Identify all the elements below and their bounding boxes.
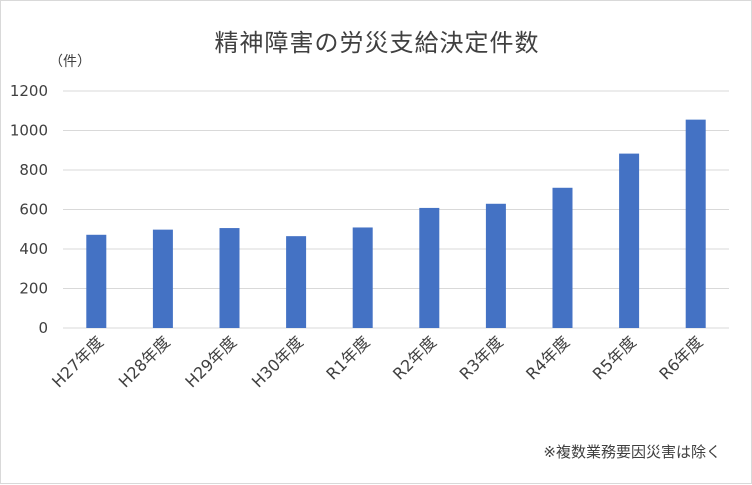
y-tick-label: 1200	[10, 82, 48, 100]
bar-H27年度	[86, 234, 107, 328]
bar-R2年度	[419, 207, 440, 328]
bar-H28年度	[152, 229, 173, 328]
footnote: ※複数業務要因災害は除く	[543, 443, 721, 461]
bar-R1年度	[352, 227, 373, 328]
bars	[86, 119, 706, 328]
bar-R5年度	[619, 153, 640, 328]
x-tick-label: R6年度	[655, 332, 706, 383]
chart-title: 精神障害の労災支給決定件数	[214, 29, 540, 57]
y-axis-unit-label: （件）	[49, 54, 91, 70]
bar-H30年度	[286, 236, 307, 328]
x-tick-label: R1年度	[322, 332, 373, 383]
y-tick-label: 200	[19, 280, 48, 298]
bar-R3年度	[485, 203, 506, 328]
x-tick-label: R3年度	[456, 332, 507, 383]
y-tick-label: 1000	[10, 122, 48, 140]
x-tick-label: H28年度	[115, 332, 174, 391]
x-tick-label: H29年度	[181, 332, 240, 391]
x-tick-label: R4年度	[522, 332, 573, 383]
x-tick-label: R5年度	[589, 332, 640, 383]
bar-H29年度	[219, 228, 240, 328]
x-tick-label: H30年度	[248, 332, 307, 391]
bar-R4年度	[552, 187, 573, 328]
y-tick-label: 800	[19, 161, 48, 179]
y-tick-label: 600	[19, 201, 48, 219]
y-tick-label: 0	[38, 319, 48, 337]
bar-R6年度	[685, 119, 706, 328]
x-axis-tick-labels: H27年度 H28年度 H29年度 H30年度 R1年度 R2年度 R3年度 R4年度 R5年度…	[48, 332, 706, 391]
y-tick-label: 400	[19, 240, 48, 258]
y-axis-tick-labels: 0 200 400 600 800 1000 1200	[10, 82, 48, 337]
grid-lines	[63, 90, 729, 329]
x-tick-label: R2年度	[389, 332, 440, 383]
x-tick-label: H27年度	[48, 332, 107, 391]
